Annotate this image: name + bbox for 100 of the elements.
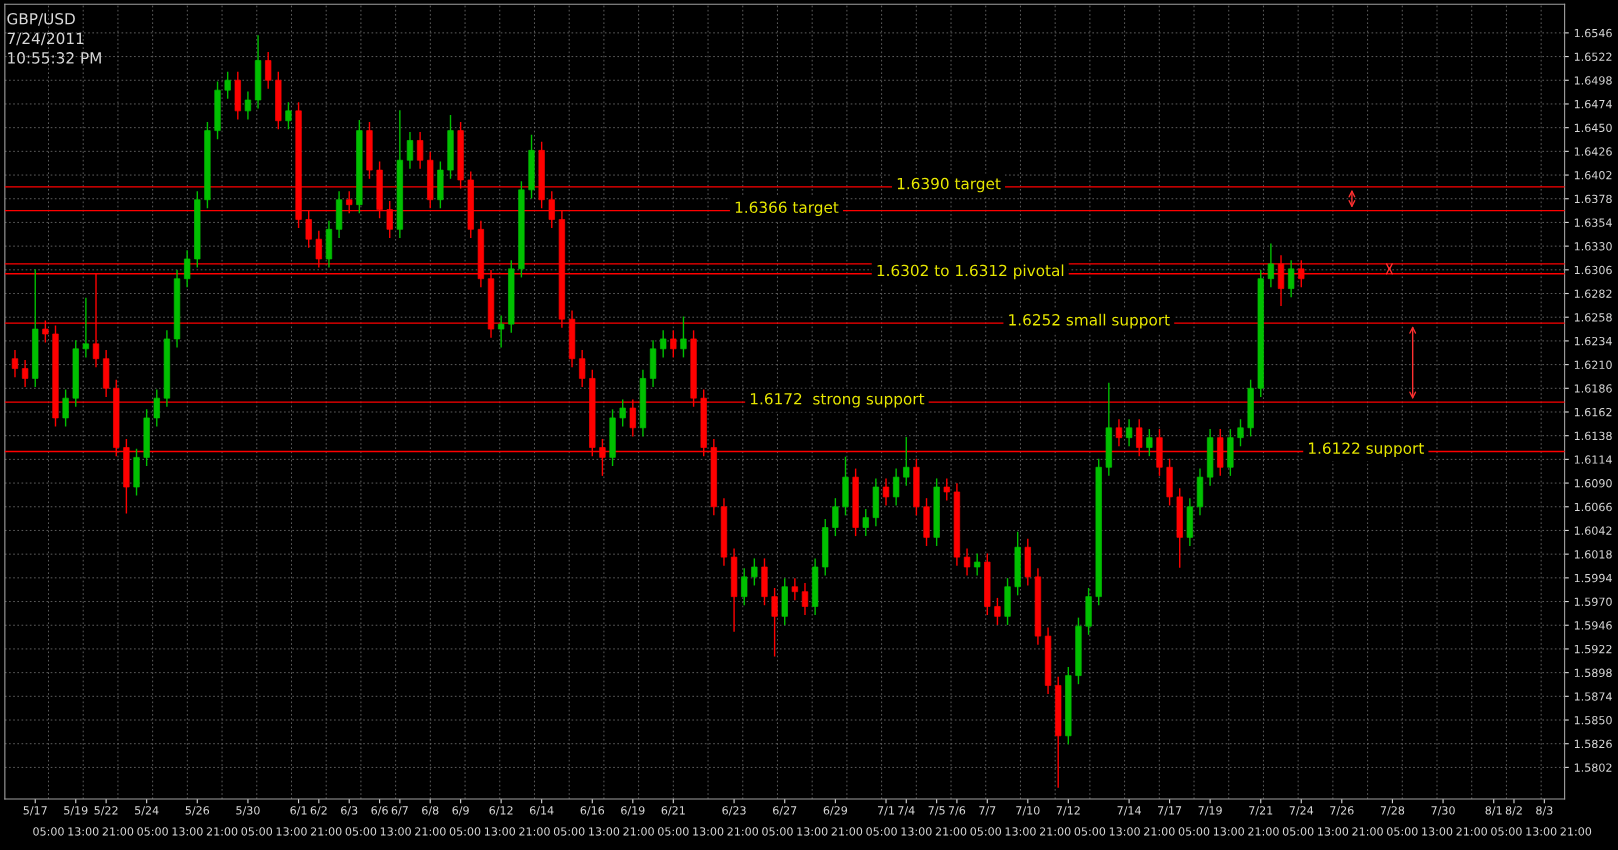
text: 13:00: [1526, 827, 1557, 836]
candlestick: [579, 350, 586, 388]
y-tick-label: 1.6090: [1574, 479, 1612, 488]
x-tick-label: 7/12: [1056, 806, 1080, 816]
candlestick: [285, 102, 292, 130]
x-tick-label: 6/7: [391, 806, 408, 816]
x-tick-label: 7/4: [898, 806, 915, 816]
candlestick: [974, 553, 981, 576]
ref-line-label: 1.6122 support: [1309, 442, 1424, 457]
candlestick: [498, 315, 505, 348]
x-tick-label: 7/10: [1016, 806, 1040, 816]
x-tick-label: 5/19: [64, 806, 88, 816]
candlestick: [994, 597, 1001, 625]
candlestick: [1237, 419, 1244, 447]
candlestick: [1288, 260, 1295, 298]
x-tick-label: 6/29: [823, 806, 848, 816]
candlestick: [670, 330, 677, 358]
y-tick-label: 1.6378: [1574, 194, 1612, 204]
text: 05:00: [1387, 827, 1418, 836]
candlestick: [832, 498, 839, 537]
text: 05:00: [449, 827, 481, 836]
x-tick-label: 7/24: [1289, 806, 1314, 816]
y-tick-label: 1.6114: [1574, 455, 1612, 464]
text: 21:00: [1352, 827, 1383, 836]
text: 13:00: [484, 827, 516, 836]
y-tick-label: 1.5802: [1574, 763, 1612, 772]
candlestick: [963, 548, 971, 576]
candlestick: [893, 468, 900, 506]
text: 13:00: [901, 827, 932, 836]
text: 21:00: [311, 827, 342, 836]
candlestick: [82, 297, 90, 358]
text: 21:00: [831, 827, 863, 836]
text: 13:00: [1422, 827, 1453, 836]
candlestick: [244, 91, 252, 120]
candlestick: [801, 583, 809, 616]
y-tick-label: 1.5850: [1574, 715, 1612, 725]
x-tick-label: 6/14: [529, 806, 554, 816]
text: 05:00: [762, 827, 793, 836]
ref-line-label: 1.6366 target: [735, 201, 839, 217]
annotation: 10:55:32 PM: [8, 52, 101, 64]
x-tick-label: 5/24: [135, 806, 159, 816]
x-tick-label: 6/12: [489, 806, 513, 816]
y-tick-label: 1.6402: [1574, 171, 1612, 180]
text: 13:00: [1318, 827, 1349, 836]
candlestick: [62, 389, 69, 427]
candlestick: [1125, 419, 1133, 447]
candlestick: [184, 250, 191, 288]
y-tick-label: 1.6234: [1574, 336, 1612, 346]
text: 13:00: [693, 827, 724, 836]
x-tick-label: 7/6: [948, 806, 966, 816]
y-tick-label: 1.6042: [1574, 526, 1612, 535]
x-tick-label: 7/28: [1380, 806, 1405, 816]
x-tick-label: 8/1: [1485, 806, 1502, 816]
y-tick-label: 1.6546: [1574, 28, 1612, 38]
x-tick-label: 5/26: [185, 806, 210, 816]
candlestick: [741, 568, 748, 606]
y-tick-label: 1.5874: [1574, 692, 1612, 701]
x-tick-label: 7/21: [1249, 806, 1273, 816]
text: 13:00: [276, 827, 307, 836]
candlestick: [11, 350, 19, 378]
text: 05:00: [1491, 827, 1522, 836]
text: 13:00: [380, 827, 411, 836]
x-tick-label: 6/1: [290, 806, 307, 816]
candlestick: [1115, 419, 1123, 447]
text: 05:00: [33, 827, 64, 836]
chart-title: GBP/USD: [7, 13, 75, 26]
text: 13:00: [1005, 827, 1036, 836]
candlestick: [903, 436, 910, 486]
y-tick-label: 1.6210: [1574, 360, 1612, 369]
x-tick-label: 7/26: [1330, 806, 1354, 816]
x-tick-label: 6/19: [621, 806, 645, 816]
candlestick: [21, 359, 29, 388]
text: 21:00: [102, 827, 134, 836]
y-tick-label: 1.6258: [1574, 313, 1612, 322]
x-tick-label: 7/1: [877, 806, 894, 816]
y-tick-label: 1.6066: [1574, 502, 1612, 512]
y-tick-label: 1.6282: [1574, 289, 1612, 298]
candlestick: [771, 588, 778, 657]
text: 05:00: [970, 827, 1002, 836]
text: 13:00: [68, 827, 99, 836]
x-tick-label: 5/22: [94, 806, 118, 816]
x-tick-label: 7/30: [1431, 806, 1455, 816]
ref-line-label: 1.6172 strong support: [750, 393, 925, 408]
candlestick: [660, 330, 667, 358]
text: 05:00: [345, 827, 377, 836]
text: 13:00: [1213, 827, 1244, 836]
text: 13:00: [589, 827, 620, 836]
y-tick-label: 1.6354: [1574, 218, 1612, 227]
text: 05:00: [1178, 827, 1210, 836]
x-tick-label: 6/21: [661, 806, 685, 816]
text: 21:00: [519, 827, 550, 836]
x-tick-label: 6/6: [371, 806, 388, 816]
y-tick-label: 1.6330: [1574, 242, 1612, 251]
y-tick-label: 1.6306: [1574, 265, 1612, 275]
y-tick-label: 1.6426: [1574, 147, 1612, 156]
x-tick-label: 7/17: [1158, 806, 1182, 816]
text: 21:00: [1560, 827, 1592, 836]
text: 05:00: [137, 827, 168, 836]
x-tick-label: 6/16: [580, 806, 605, 816]
ref-line-label: 1.6390 target: [897, 177, 1001, 193]
